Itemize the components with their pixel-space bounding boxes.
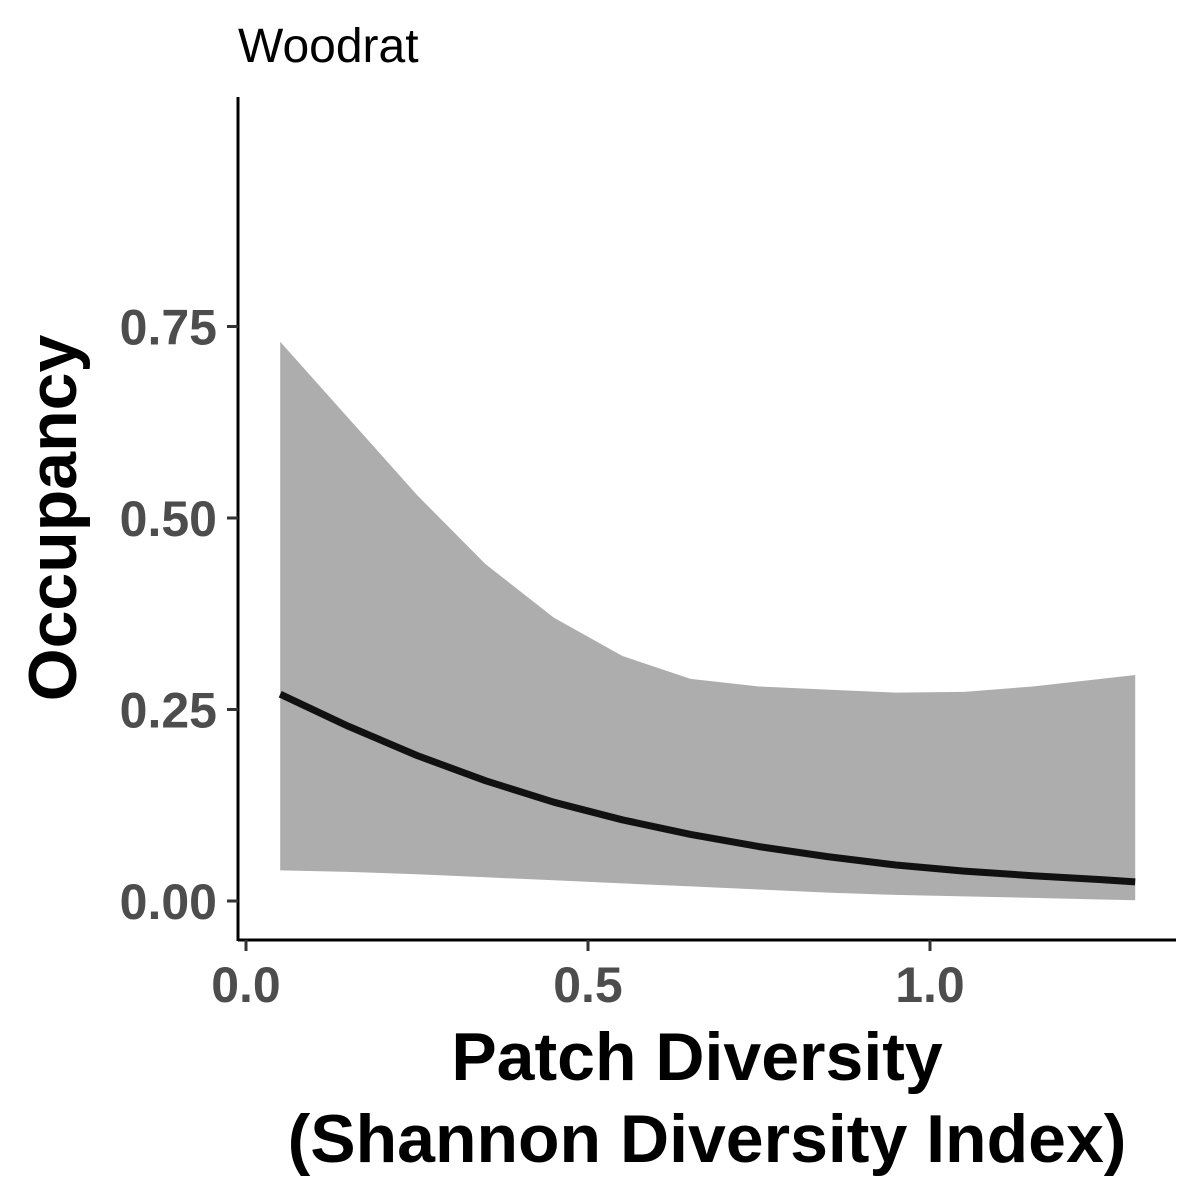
- x-tick-label: 0.0: [211, 957, 281, 1013]
- x-tick-label: 1.0: [895, 957, 965, 1013]
- x-axis-ticks: 0.0 0.5 1.0: [211, 940, 965, 1013]
- confidence-ribbon: [280, 341, 1136, 901]
- y-tick-label: 0.00: [120, 874, 217, 930]
- y-tick-label: 0.75: [120, 300, 217, 356]
- x-axis-title-line1: Patch Diversity: [451, 1019, 943, 1095]
- x-axis-title-line2: (Shannon Diversity Index): [288, 1101, 1127, 1177]
- y-axis-ticks: 0.00 0.25 0.50 0.75: [120, 300, 238, 930]
- y-tick-label: 0.50: [120, 491, 217, 547]
- y-axis-title: Occupancy: [15, 335, 91, 702]
- x-tick-label: 0.5: [553, 957, 623, 1013]
- confidence-ribbon-layer: [280, 341, 1136, 901]
- chart-title: Woodrat: [238, 20, 419, 73]
- fitted-line-layer: [278, 691, 1136, 886]
- series-line-0: [278, 691, 1136, 886]
- y-tick-label: 0.25: [120, 683, 217, 739]
